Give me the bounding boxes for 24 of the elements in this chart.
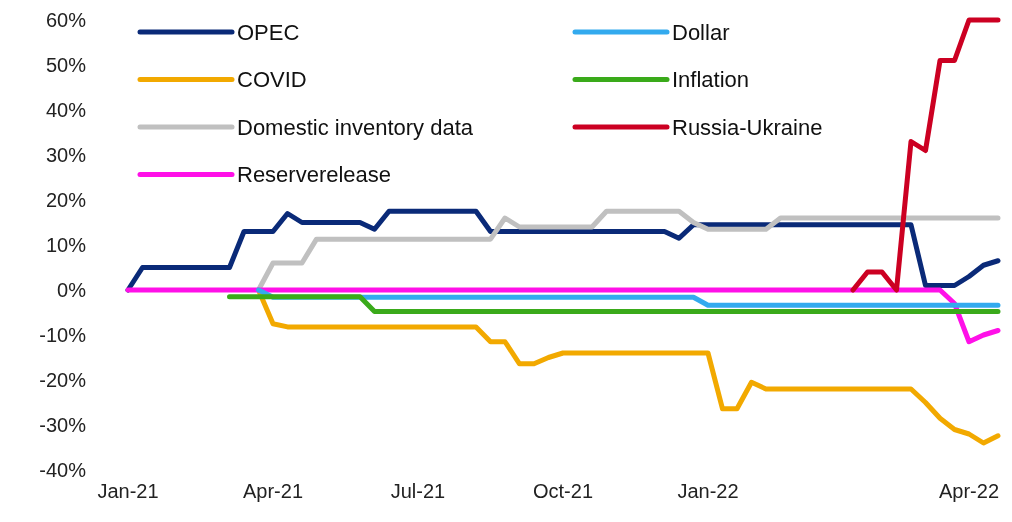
legend-label: Dollar <box>672 19 730 45</box>
y-tick-label: 60% <box>45 9 87 31</box>
legend-label: Domestic inventory data <box>237 114 474 140</box>
y-tick-label: -40% <box>39 459 87 481</box>
x-tick-label: Oct-21 <box>532 480 594 502</box>
x-tick-label: Apr-21 <box>242 480 304 502</box>
y-tick-label: 30% <box>45 144 87 166</box>
legend-label: OPEC <box>237 19 300 45</box>
y-tick-label: 20% <box>45 189 87 211</box>
legend-label: Russia-Ukraine <box>672 114 823 140</box>
x-tick-label: Jan-21 <box>97 480 159 502</box>
y-tick-label: 10% <box>45 234 87 256</box>
legend-label: Inflation <box>672 67 750 93</box>
y-tick-label: -10% <box>39 324 87 346</box>
legend-label: Reserverelease <box>237 162 392 188</box>
y-tick-label: 40% <box>45 99 87 121</box>
x-tick-label: Jul-21 <box>390 480 446 502</box>
y-tick-label: 0% <box>57 279 87 301</box>
y-tick-label: -20% <box>39 369 87 391</box>
x-tick-label: Jan-22 <box>677 480 739 502</box>
x-tick-label: Apr-22 <box>938 480 1000 502</box>
y-tick-label: -30% <box>39 414 87 436</box>
y-tick-label: 50% <box>45 54 87 76</box>
legend-label: COVID <box>237 67 307 93</box>
